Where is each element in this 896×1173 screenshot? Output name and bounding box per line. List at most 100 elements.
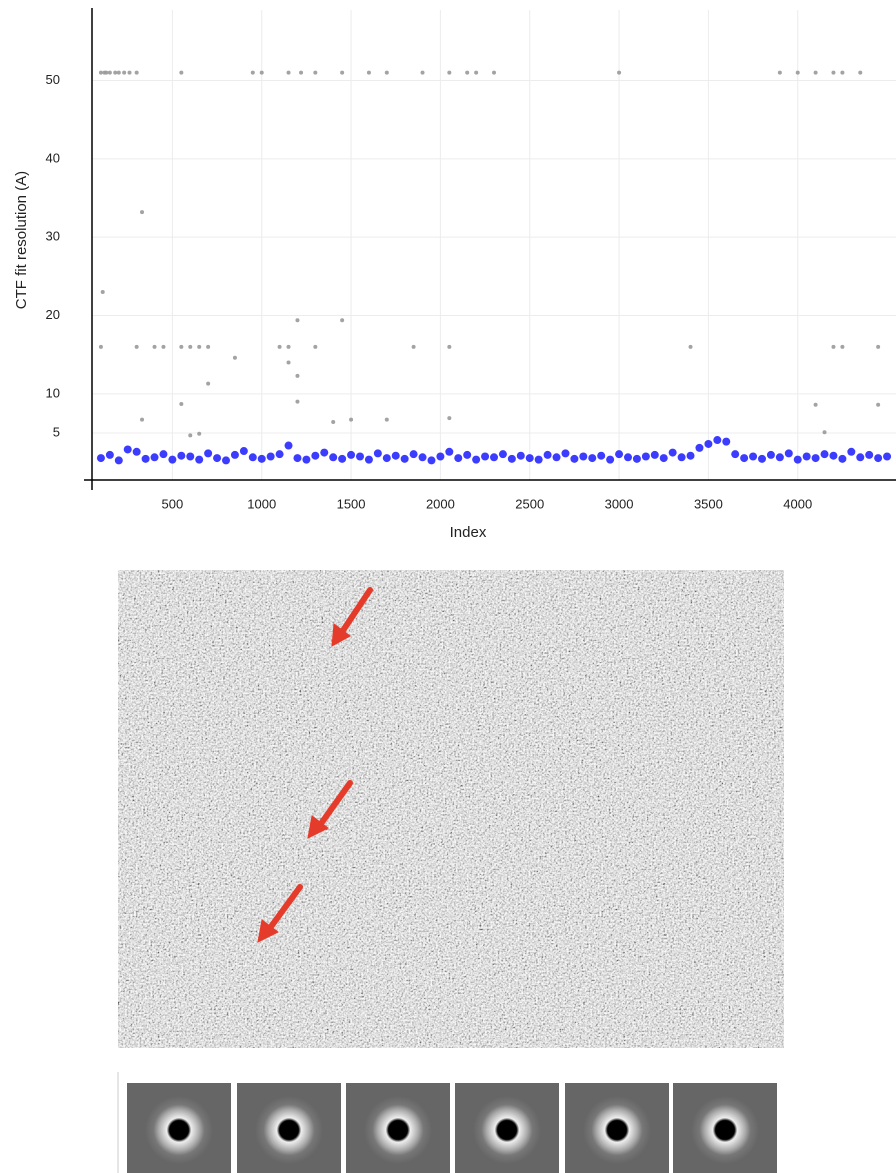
point [293,454,302,463]
arrow-head [307,815,329,839]
point [740,454,749,463]
point [222,456,230,465]
micrograph-image [118,570,784,1048]
class-4 [455,1083,559,1173]
point [295,399,300,404]
point [758,454,766,463]
point [650,450,659,459]
point [248,453,257,462]
point [668,448,677,457]
point [230,450,239,459]
x-tick-label: 1500 [337,496,366,511]
point [686,451,695,460]
point [427,456,436,465]
arrow [267,884,303,931]
point [204,449,213,458]
point [632,454,641,463]
y-tick-label: 10 [46,385,60,400]
point [141,454,150,463]
class-2 [237,1083,341,1173]
y-tick-label: 40 [46,150,60,165]
point [713,436,722,445]
point [299,70,304,75]
point [206,344,211,349]
point [140,417,145,422]
point [463,450,472,459]
point [436,452,445,461]
x-axis-label: Index [450,524,487,541]
point [364,455,373,464]
point [122,70,127,75]
point [132,447,141,456]
point [777,70,782,75]
point [168,455,177,464]
point [311,451,320,460]
point [606,455,615,464]
point [179,344,184,349]
point [498,450,507,459]
point [840,344,845,349]
arrow-head [331,623,351,647]
point [534,455,543,464]
point [829,451,838,460]
point [813,70,818,75]
point [677,453,686,462]
y-tick-label: 50 [46,72,60,87]
y-tick-label: 20 [46,307,60,322]
point [96,454,105,463]
point [159,450,168,459]
point [749,452,758,461]
point [731,450,740,459]
point [186,452,195,461]
x-tick-label: 4000 [783,496,812,511]
point [588,454,597,463]
y-tick-label: 30 [46,229,60,244]
point [445,447,454,456]
point [384,70,389,75]
point [874,454,883,463]
point [490,453,498,462]
point [239,447,248,456]
point [474,70,479,75]
point [447,416,452,421]
point [507,454,516,463]
micrograph [118,570,784,1048]
point [197,431,202,436]
point [302,455,311,464]
point [617,70,622,75]
point [447,70,452,75]
point [295,318,300,323]
point [382,454,391,463]
point [347,450,356,459]
point [286,360,291,365]
point [188,344,193,349]
point [624,453,632,462]
y-axis-label: CTF fit resolution (A) [13,171,30,309]
point [329,453,338,462]
x-tick-label: 2000 [426,496,455,511]
point [257,454,266,463]
point [150,453,159,462]
point [113,70,118,75]
point [286,344,291,349]
point [579,452,588,461]
point [98,70,103,75]
point [391,451,400,460]
arrows [257,587,373,943]
point [366,70,371,75]
point [465,70,470,75]
point [266,452,275,461]
point [107,70,112,75]
x-tick-label: 2500 [515,496,544,511]
point [188,433,193,438]
point [420,70,425,75]
point [384,417,389,422]
point [140,210,145,215]
point [100,290,105,294]
point [831,344,836,349]
point [695,443,704,452]
point [105,450,114,459]
point [250,70,255,75]
point [858,70,863,75]
